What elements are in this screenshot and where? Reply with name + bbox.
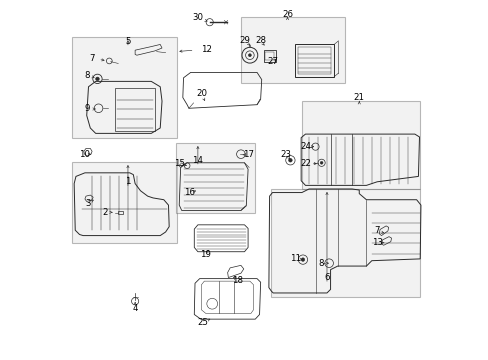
Text: 7: 7 [374, 226, 379, 235]
Text: 8: 8 [318, 259, 324, 268]
Text: 8: 8 [84, 71, 89, 80]
Text: 2: 2 [102, 208, 107, 217]
Circle shape [96, 77, 99, 81]
Bar [176, 143, 255, 213]
Text: 23: 23 [280, 150, 291, 159]
Bar [263, 50, 276, 62]
Text: 27: 27 [267, 57, 278, 66]
Text: 20: 20 [196, 89, 206, 98]
Text: 24: 24 [300, 142, 311, 151]
Text: 1: 1 [125, 177, 130, 186]
Text: 10: 10 [79, 150, 89, 159]
Bar [115, 88, 155, 131]
Text: 12: 12 [201, 45, 212, 54]
Text: 15: 15 [174, 159, 185, 168]
Text: 14: 14 [192, 156, 203, 165]
Bar [297, 47, 330, 74]
Bar [72, 37, 177, 138]
Bar [72, 162, 177, 243]
Text: 25: 25 [197, 318, 208, 327]
Text: 26: 26 [282, 10, 292, 19]
Bar [241, 17, 344, 83]
Text: 18: 18 [231, 276, 243, 285]
Text: 21: 21 [353, 93, 364, 102]
Text: 9: 9 [84, 104, 90, 113]
Text: 11: 11 [290, 254, 301, 263]
Text: 29: 29 [239, 36, 249, 45]
Circle shape [248, 54, 251, 57]
Bar [301, 101, 419, 189]
Circle shape [301, 258, 304, 261]
Bar [265, 52, 274, 60]
Text: 28: 28 [255, 36, 265, 45]
Bar [271, 189, 419, 297]
Text: 19: 19 [199, 250, 210, 259]
Text: 16: 16 [184, 188, 195, 197]
Text: 22: 22 [300, 159, 311, 168]
Text: 6: 6 [324, 273, 329, 282]
Circle shape [288, 158, 292, 162]
Text: 7: 7 [89, 54, 95, 63]
Text: 17: 17 [242, 150, 253, 159]
Text: 30: 30 [192, 13, 203, 22]
Text: 4: 4 [132, 303, 138, 312]
Text: 3: 3 [85, 199, 91, 208]
Circle shape [320, 161, 323, 164]
Text: 5: 5 [125, 37, 130, 46]
Bar [118, 211, 122, 215]
Text: 13: 13 [371, 238, 382, 247]
Bar [294, 44, 333, 77]
